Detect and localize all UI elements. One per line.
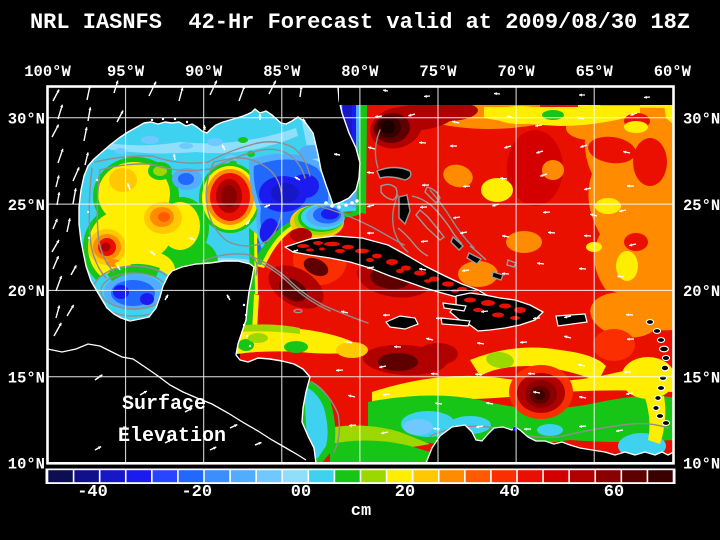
svg-text:25°N: 25°N xyxy=(8,197,45,215)
svg-text:20°N: 20°N xyxy=(683,283,720,301)
svg-text:60°W: 60°W xyxy=(654,63,692,81)
svg-text:40: 40 xyxy=(499,483,519,502)
svg-text:NRL IASNFS 42-Hr Forecast val: NRL IASNFS 42-Hr Forecast valid at 2009/… xyxy=(30,10,690,35)
svg-text:-20: -20 xyxy=(181,483,212,502)
svg-text:75°W: 75°W xyxy=(419,63,457,81)
svg-text:15°N: 15°N xyxy=(8,369,45,387)
svg-text:Surface: Surface xyxy=(122,393,206,416)
svg-text:30°N: 30°N xyxy=(683,111,720,129)
svg-text:10°N: 10°N xyxy=(8,456,45,474)
svg-text:30°N: 30°N xyxy=(8,111,45,129)
svg-text:Elevation: Elevation xyxy=(118,425,226,448)
svg-text:10°N: 10°N xyxy=(683,456,720,474)
svg-text:90°W: 90°W xyxy=(185,63,223,81)
svg-text:60: 60 xyxy=(604,483,624,502)
svg-text:25°N: 25°N xyxy=(683,197,720,215)
svg-text:95°W: 95°W xyxy=(107,63,145,81)
svg-text:20°N: 20°N xyxy=(8,283,45,301)
svg-text:80°W: 80°W xyxy=(341,63,379,81)
svg-text:00: 00 xyxy=(291,483,311,502)
svg-text:cm: cm xyxy=(351,502,371,521)
svg-text:65°W: 65°W xyxy=(576,63,614,81)
svg-text:15°N: 15°N xyxy=(683,369,720,387)
svg-text:-40: -40 xyxy=(77,483,108,502)
svg-text:70°W: 70°W xyxy=(497,63,535,81)
svg-text:85°W: 85°W xyxy=(263,63,301,81)
svg-text:20: 20 xyxy=(395,483,415,502)
svg-text:100°W: 100°W xyxy=(24,63,71,81)
